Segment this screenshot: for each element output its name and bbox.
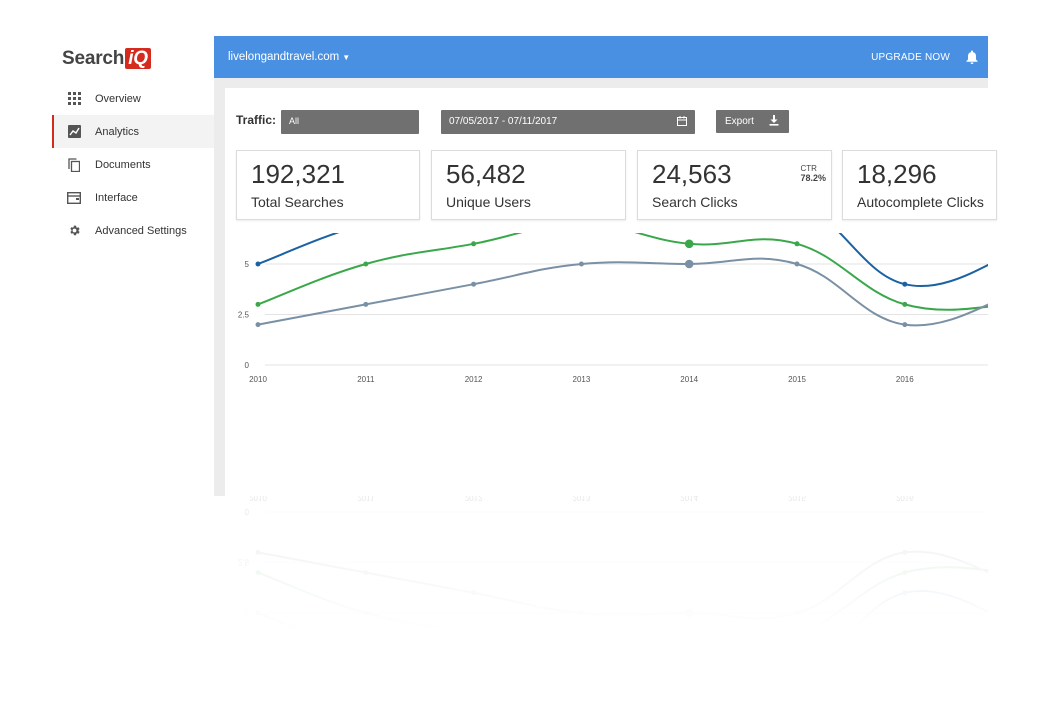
sidebar-item-label: Analytics (95, 125, 140, 138)
series-group (255, 257, 988, 328)
date-range-value: 07/05/2017 - 07/11/2017 (449, 116, 558, 127)
stat-card-unique-users: 56,482 Unique Users (431, 150, 626, 220)
y-tick-label: 5 (245, 260, 250, 269)
data-point (578, 261, 584, 267)
reflection-fade (214, 496, 988, 666)
y-tick-label: 2.5 (238, 311, 250, 320)
main-content: Traffic: All 07/05/2017 - 07/11/2017 Exp… (214, 78, 997, 496)
data-point (794, 241, 800, 247)
logo-badge: iQ (125, 48, 151, 69)
stat-label: Autocomplete Clicks (857, 194, 984, 210)
data-point (902, 322, 908, 328)
data-point (255, 301, 261, 307)
series-line (257, 233, 988, 287)
site-selector[interactable]: livelongandtravel.com ▼ (228, 51, 350, 63)
stat-value: 192,321 (251, 159, 345, 189)
x-tick-label: 2014 (680, 375, 698, 384)
download-icon (769, 115, 779, 126)
export-label: Export (725, 116, 754, 127)
ctr-label: CTR (800, 164, 817, 173)
stat-card-autocomplete-clicks: 18,296 Autocomplete Clicks (842, 150, 997, 220)
x-tick-label: 2012 (465, 375, 483, 384)
stat-label: Search Clicks (652, 194, 738, 210)
logo[interactable]: Search iQ (62, 48, 151, 70)
interface-icon (67, 191, 81, 205)
bell-icon[interactable] (966, 50, 978, 64)
x-tick-label: 2016 (896, 375, 914, 384)
caret-down-icon: ▼ (342, 53, 351, 62)
x-tick-label: 2010 (249, 375, 267, 384)
documents-icon (67, 157, 81, 172)
top-bar: livelongandtravel.com ▼ UPGRADE NOW (214, 36, 988, 78)
data-point (471, 281, 477, 287)
chart-icon (67, 125, 81, 139)
gridlines: 02.557.510 (238, 260, 988, 370)
stat-value: 18,296 (857, 159, 937, 189)
logo-text: Search (62, 48, 125, 69)
data-point (363, 301, 369, 307)
x-axis: 2010 2011 2012 2013 2014 2015 2016 (249, 375, 914, 384)
data-point (794, 261, 800, 267)
ctr-value: 78.2% (800, 173, 826, 183)
stat-label: Total Searches (251, 194, 344, 210)
sidebar-item-analytics[interactable]: Analytics (52, 115, 214, 148)
data-point (363, 261, 369, 267)
stat-label: Unique Users (446, 194, 531, 210)
traffic-select[interactable]: All (281, 110, 419, 134)
stat-value: 56,482 (446, 159, 526, 189)
data-point (471, 241, 477, 247)
data-point (684, 259, 694, 269)
x-tick-label: 2013 (573, 375, 591, 384)
upgrade-now-link[interactable]: UPGRADE NOW (871, 52, 950, 63)
data-point (255, 261, 261, 267)
sidebar-nav: Overview Analytics Documents Interface A… (52, 82, 214, 247)
grid-icon (67, 92, 81, 106)
series-line (257, 257, 988, 327)
stat-card-total-searches: 192,321 Total Searches (236, 150, 420, 220)
data-point (684, 239, 694, 249)
app-window: livelongandtravel.com ▼ UPGRADE NOW Traff… (214, 36, 997, 496)
site-name: livelongandtravel.com (228, 51, 340, 63)
stat-card-search-clicks: 24,563 Search Clicks CTR 78.2% (637, 150, 832, 220)
stat-value: 24,563 (652, 159, 732, 189)
series-group (255, 233, 988, 311)
line-chart: 02.557.5102010201120122013201420152016 (238, 233, 988, 384)
sidebar-item-label: Advanced Settings (95, 224, 187, 237)
sidebar-item-label: Documents (95, 158, 151, 171)
sidebar-item-documents[interactable]: Documents (52, 148, 214, 181)
series-group (255, 233, 988, 287)
date-range-picker[interactable]: 07/05/2017 - 07/11/2017 (441, 110, 695, 134)
analytics-panel: Traffic: All 07/05/2017 - 07/11/2017 Exp… (225, 88, 997, 496)
chart-reflection: 02.557.5102010201120122013201420152016 (214, 496, 988, 666)
calendar-icon (677, 116, 687, 126)
x-tick-label: 2011 (357, 375, 375, 384)
sidebar-item-overview[interactable]: Overview (52, 82, 214, 115)
series-line (257, 233, 988, 311)
x-tick-label: 2015 (788, 375, 806, 384)
chart-layer: 02.557.5102010201120122013201420152016 (238, 233, 988, 384)
data-point (255, 322, 261, 328)
data-point (902, 281, 908, 287)
gear-icon (67, 224, 81, 238)
sidebar-item-label: Overview (95, 92, 141, 105)
traffic-label: Traffic: (236, 113, 277, 127)
y-tick-label: 0 (245, 361, 250, 370)
sidebar-item-interface[interactable]: Interface (52, 181, 214, 214)
ctr-badge: CTR 78.2% (800, 164, 826, 183)
data-point (902, 301, 908, 307)
export-button[interactable]: Export (716, 110, 789, 133)
sidebar-item-label: Interface (95, 191, 138, 204)
sidebar-item-advanced-settings[interactable]: Advanced Settings (52, 214, 214, 247)
